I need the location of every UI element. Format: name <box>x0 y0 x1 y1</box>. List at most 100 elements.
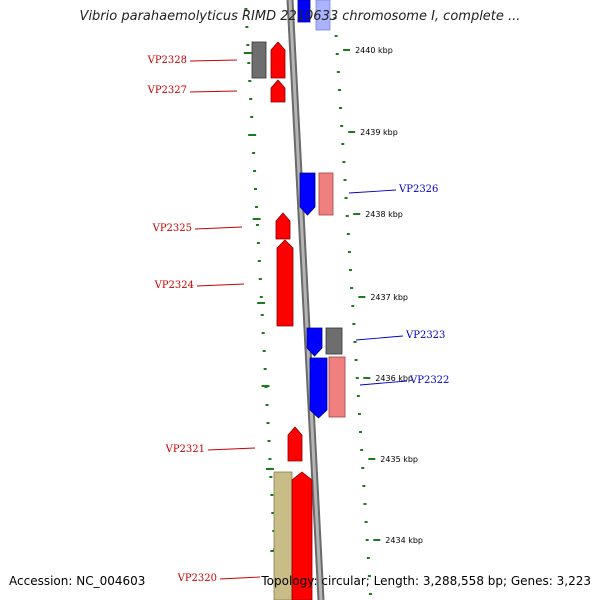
ring-dot <box>359 431 363 433</box>
ring-dot <box>364 521 368 523</box>
forward-gene <box>275 212 291 240</box>
gene-block <box>297 0 311 23</box>
ring-dot <box>341 143 345 145</box>
ring-dot <box>367 575 371 577</box>
ring-dot <box>254 206 258 208</box>
tick-label: 2440 kbp <box>355 46 393 55</box>
ring-dot <box>349 269 353 271</box>
tick-label: 2439 kbp <box>360 128 398 137</box>
ring-dot <box>356 395 360 397</box>
label-connector <box>219 576 261 580</box>
tick-mark <box>358 296 366 298</box>
ring-dot <box>339 107 343 109</box>
label-connector <box>189 90 238 93</box>
ring-dot <box>336 71 340 73</box>
tick-mark <box>363 377 371 379</box>
tick-label: 2437 kbp <box>370 293 408 302</box>
gene-label: VP2327 <box>147 85 187 96</box>
ring-dot <box>250 116 254 118</box>
forward-gene <box>287 426 303 462</box>
gene-features <box>251 0 346 600</box>
gene-label: VP2321 <box>165 444 205 455</box>
ring-dot <box>268 458 272 460</box>
ring-dot <box>269 476 273 478</box>
forward-gene <box>291 471 313 600</box>
ring-dot <box>362 485 366 487</box>
ring-dot <box>350 287 354 289</box>
genome-summary-text: Topology: circular; Length: 3,288,558 bp… <box>261 574 591 588</box>
ring-dot <box>271 512 275 514</box>
ring-dot <box>347 251 351 253</box>
gene-label: VP2320 <box>177 573 217 584</box>
ring-dot <box>366 557 370 559</box>
tick-mark <box>353 213 361 215</box>
gene-label: VP2322 <box>409 375 449 386</box>
reverse-gene <box>309 357 328 419</box>
ring-dot <box>361 467 365 469</box>
ring-dash <box>248 134 257 136</box>
accession-text: Accession: NC_004603 <box>9 574 146 588</box>
label-connector <box>355 335 404 341</box>
ring-dot <box>255 224 259 226</box>
ring-dot <box>252 152 256 154</box>
ring-dot <box>258 278 262 280</box>
outer-dotted-ring <box>333 17 373 595</box>
ring-dot <box>263 368 267 370</box>
ring-dot <box>344 197 348 199</box>
reverse-gene <box>299 172 316 216</box>
map-title: Vibrio parahaemolyticus RIMD 2210633 chr… <box>79 9 521 24</box>
gene-label: VP2323 <box>405 330 445 341</box>
ring-dot <box>262 350 266 352</box>
ring-dot <box>270 494 274 496</box>
gene-block <box>315 0 331 31</box>
ring-dot <box>363 503 367 505</box>
ring-dot <box>337 89 341 91</box>
ring-dot <box>259 296 263 298</box>
ring-dot <box>249 98 253 100</box>
ring-dot <box>248 80 252 82</box>
ring-dot <box>340 125 344 127</box>
ring-dot <box>345 215 349 217</box>
ring-dash <box>252 218 261 220</box>
tick-mark <box>343 49 351 51</box>
label-connector <box>348 189 397 194</box>
ring-dot <box>357 413 361 415</box>
ring-dot <box>335 53 339 55</box>
ring-dash <box>243 52 252 54</box>
ring-dot <box>267 440 271 442</box>
reverse-gene <box>306 327 323 357</box>
ring-dot <box>265 404 269 406</box>
ring-dot <box>355 377 359 379</box>
kbp-ticks: 2440 kbp 2439 kbp 2438 kbp 2437 kbp 2436 kbp… <box>343 46 423 545</box>
ring-dash <box>265 468 274 470</box>
ring-dot <box>247 62 251 64</box>
gene-block <box>325 327 343 355</box>
ring-dot <box>360 449 364 451</box>
ring-dot <box>352 323 356 325</box>
label-connector <box>194 226 243 230</box>
ring-dot <box>333 17 337 19</box>
ring-dot <box>256 242 260 244</box>
tick-mark <box>373 539 381 541</box>
gene-block <box>318 172 334 216</box>
tick-mark <box>348 131 356 133</box>
backbone-strand <box>286 0 325 600</box>
ring-dot <box>245 26 249 28</box>
gene-block <box>251 41 267 79</box>
forward-gene <box>276 239 294 327</box>
label-connector <box>196 283 245 287</box>
gene-label: VP2326 <box>398 184 438 195</box>
tick-label: 2438 kbp <box>365 210 403 219</box>
ring-dot <box>257 260 261 262</box>
ring-dot <box>346 233 350 235</box>
gene-label: VP2328 <box>147 55 187 66</box>
ring-dash <box>261 385 270 387</box>
ring-dot <box>351 305 355 307</box>
ring-dot <box>246 44 250 46</box>
gene-block <box>328 356 346 418</box>
ring-dot <box>254 188 258 190</box>
ring-dot <box>244 8 248 10</box>
ring-dash <box>257 302 266 304</box>
